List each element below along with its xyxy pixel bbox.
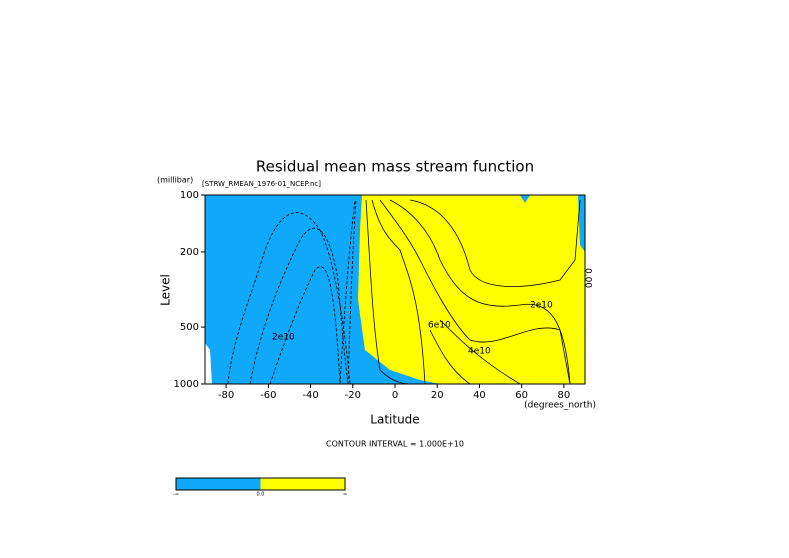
- footnote: CONTOUR INTERVAL = 1.000E+10: [326, 440, 464, 449]
- colorbar-swatch: [176, 478, 261, 490]
- negative-region: [520, 195, 585, 252]
- contour-label: 6e10: [428, 321, 451, 331]
- y-tick-label: 100: [180, 190, 199, 201]
- x-label: Latitude: [370, 413, 419, 427]
- missing-region: [205, 343, 212, 384]
- chart-title: Residual mean mass stream function: [256, 158, 534, 176]
- x-tick-label: 40: [473, 390, 486, 401]
- contour-line: [365, 199, 411, 385]
- contour-line: [371, 199, 426, 385]
- x-tick-label: 0: [392, 390, 398, 401]
- contour-label: 2e10: [530, 301, 553, 311]
- contour-line: [439, 319, 521, 385]
- subtitle: [STRW_RMEAN_1976-01_NCEP.nc]: [202, 180, 321, 188]
- x-tick-label: 80: [558, 390, 571, 401]
- y-tick-label: 200: [180, 247, 199, 258]
- y-tick-label: 500: [180, 322, 199, 333]
- x-tick-label: -60: [260, 390, 276, 401]
- x-tick-label: -40: [302, 390, 318, 401]
- y-tick-label: 1000: [174, 379, 199, 390]
- contour-line: [227, 212, 351, 385]
- contour-line: [409, 199, 581, 287]
- contour-line: [389, 199, 571, 385]
- plot-area: 2e10 4e10 6e10 2e10 0.00: [205, 195, 593, 385]
- contour-line: [347, 199, 357, 385]
- colorbar-label: 0.0: [257, 492, 265, 498]
- contour-line: [429, 329, 471, 385]
- x-tick-label: 60: [515, 390, 528, 401]
- colorbar-frame: [175, 477, 346, 491]
- contour-line: [269, 266, 341, 385]
- negative-region: [205, 195, 440, 384]
- colorbar-label: -∞: [173, 492, 179, 498]
- x-tick-label: 20: [431, 390, 444, 401]
- y-label: Level: [159, 274, 173, 306]
- x-units: (degrees_north): [524, 401, 596, 411]
- contour-label: 2e10: [272, 333, 295, 343]
- contour-line: [379, 199, 571, 385]
- colorbar-swatch: [260, 478, 345, 490]
- x-tick-label: -20: [345, 390, 361, 401]
- x-tick-label: -80: [218, 390, 234, 401]
- contour-label: 4e10: [468, 347, 491, 357]
- y-units: (millibar): [157, 176, 193, 185]
- contour-label: 0.00: [583, 268, 593, 288]
- colorbar-label: ∞: [343, 492, 347, 498]
